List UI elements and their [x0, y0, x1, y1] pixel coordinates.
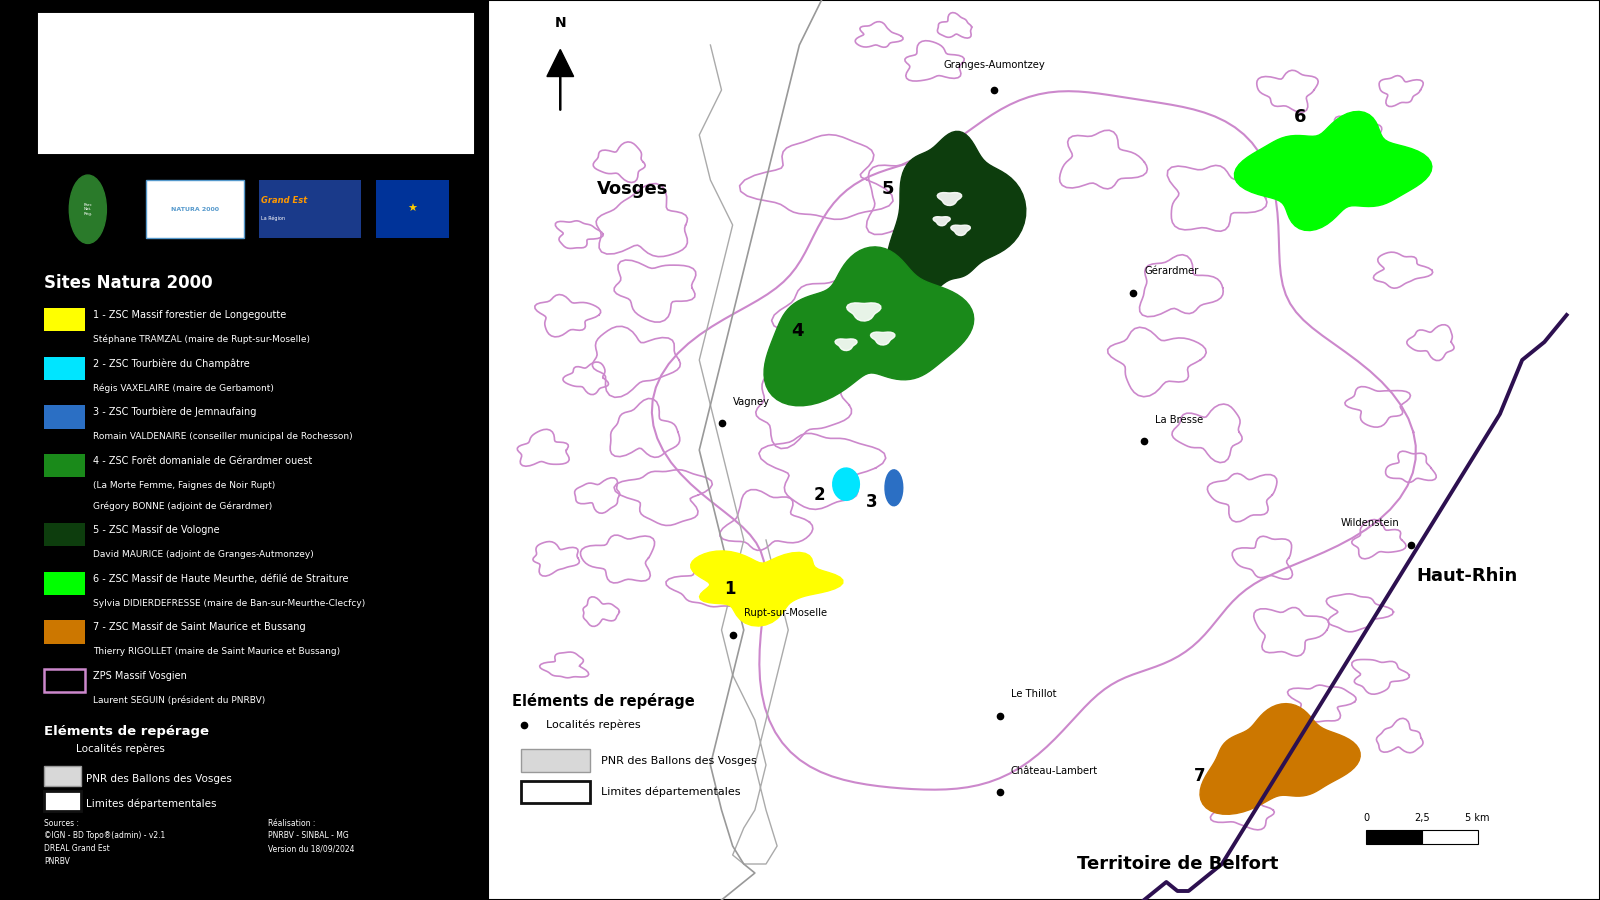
- Bar: [147, 180, 243, 238]
- Text: Sylvia DIDIERDEFRESSE (maire de Ban-sur-Meurthe-Clecfcy): Sylvia DIDIERDEFRESSE (maire de Ban-sur-…: [93, 598, 365, 608]
- Text: Limites départementales: Limites départementales: [602, 787, 741, 797]
- Text: Granges-Aumontzey: Granges-Aumontzey: [942, 60, 1045, 70]
- Polygon shape: [1235, 112, 1432, 230]
- Bar: [43, 405, 85, 428]
- Text: Réalisation :
PNRBV - SINBAL - MG
Version du 18/09/2024: Réalisation : PNRBV - SINBAL - MG Versio…: [269, 819, 355, 853]
- Bar: [43, 308, 85, 331]
- Polygon shape: [950, 225, 970, 236]
- Text: 5: 5: [882, 180, 894, 198]
- Bar: [522, 780, 590, 803]
- Text: ★: ★: [408, 204, 418, 214]
- Polygon shape: [691, 551, 843, 626]
- Text: 5 - ZSC Massif de Vologne: 5 - ZSC Massif de Vologne: [93, 525, 219, 535]
- Text: Eléments de repérage: Eléments de repérage: [43, 724, 210, 737]
- Bar: [1422, 830, 1478, 844]
- Polygon shape: [886, 131, 1026, 304]
- Text: Parc
Nat.
Rég.: Parc Nat. Rég.: [83, 202, 93, 215]
- Text: 2,5: 2,5: [1414, 813, 1430, 823]
- Polygon shape: [870, 332, 894, 345]
- Text: 3: 3: [866, 493, 877, 511]
- Text: Sites Natura 2000: Sites Natura 2000: [43, 274, 213, 292]
- Polygon shape: [933, 217, 950, 226]
- Text: Rupt-sur-Moselle: Rupt-sur-Moselle: [744, 608, 827, 618]
- Bar: [43, 523, 85, 546]
- Text: 6 - ZSC Massif de Haute Meurthe, défilé de Straiture: 6 - ZSC Massif de Haute Meurthe, défilé …: [93, 573, 349, 584]
- Bar: [43, 454, 85, 477]
- Bar: [43, 620, 85, 643]
- Text: David MAURICE (adjoint de Granges-Autmonzey): David MAURICE (adjoint de Granges-Autmon…: [93, 550, 314, 559]
- Text: Vagney: Vagney: [733, 397, 770, 407]
- Text: Laurent SEGUIN (président du PNRBV): Laurent SEGUIN (président du PNRBV): [93, 696, 266, 705]
- Polygon shape: [846, 303, 882, 321]
- Text: N: N: [555, 15, 566, 30]
- Polygon shape: [832, 468, 859, 500]
- Text: 1 - ZSC Massif forestier de Longegoutte: 1 - ZSC Massif forestier de Longegoutte: [93, 310, 286, 320]
- Polygon shape: [765, 247, 974, 406]
- Text: ZPS Massif Vosgien: ZPS Massif Vosgien: [93, 670, 187, 681]
- Text: (La Morte Femme, Faignes de Noir Rupt): (La Morte Femme, Faignes de Noir Rupt): [93, 481, 275, 490]
- Text: 7 - ZSC Massif de Saint Maurice et Bussang: 7 - ZSC Massif de Saint Maurice et Bussa…: [93, 622, 306, 633]
- Text: Localités repères: Localités repères: [75, 743, 165, 754]
- Text: 2 - ZSC Tourbière du Champâtre: 2 - ZSC Tourbière du Champâtre: [93, 358, 250, 369]
- FancyBboxPatch shape: [38, 14, 474, 153]
- Text: Territoire de Belfort: Territoire de Belfort: [1077, 855, 1278, 873]
- Text: Wildenstein: Wildenstein: [1341, 518, 1400, 528]
- Bar: [522, 749, 590, 772]
- Bar: [376, 180, 450, 238]
- Text: Grand Est: Grand Est: [261, 196, 307, 205]
- Polygon shape: [885, 470, 902, 506]
- Text: 4 - ZSC Forêt domaniale de Gérardmer ouest: 4 - ZSC Forêt domaniale de Gérardmer oue…: [93, 455, 312, 466]
- Text: Localisation des 7 Zones Spéciales de
Conservation par rapport à la Zone de
Prot: Localisation des 7 Zones Spéciales de Co…: [147, 56, 365, 110]
- Text: Limites départementales: Limites départementales: [86, 798, 216, 809]
- Text: 3 - ZSC Tourbière de Jemnaufaing: 3 - ZSC Tourbière de Jemnaufaing: [93, 407, 256, 418]
- Polygon shape: [938, 193, 962, 205]
- Text: Vosges: Vosges: [597, 180, 669, 198]
- Polygon shape: [547, 50, 574, 76]
- Text: 4: 4: [790, 322, 803, 340]
- Text: Château-Lambert: Château-Lambert: [1011, 766, 1098, 776]
- Text: 1: 1: [725, 580, 736, 598]
- Text: La Région: La Région: [261, 215, 285, 220]
- Text: Sources :
©IGN - BD Topo®(admin) - v2.1
DREAL Grand Est
PNRBV: Sources : ©IGN - BD Topo®(admin) - v2.1 …: [43, 819, 165, 866]
- Bar: [43, 791, 82, 811]
- Text: Le Thillot: Le Thillot: [1011, 689, 1056, 699]
- Bar: [259, 180, 362, 238]
- Text: 7: 7: [1194, 767, 1205, 785]
- Polygon shape: [835, 339, 858, 351]
- Text: La Bresse: La Bresse: [1155, 415, 1203, 425]
- Text: 0: 0: [1363, 813, 1370, 823]
- Text: Grégory BONNE (adjoint de Gérardmer): Grégory BONNE (adjoint de Gérardmer): [93, 501, 272, 510]
- Text: Haut-Rhin: Haut-Rhin: [1416, 567, 1517, 585]
- Text: NATURA 2000: NATURA 2000: [171, 207, 219, 211]
- Text: Eléments de repérage: Eléments de repérage: [512, 693, 696, 709]
- Text: 2: 2: [813, 486, 826, 504]
- Bar: [43, 669, 85, 692]
- Text: Localités repères: Localités repères: [546, 719, 640, 730]
- Text: 5 km: 5 km: [1466, 813, 1490, 823]
- Bar: [43, 356, 85, 380]
- Bar: [43, 572, 85, 595]
- Text: Régis VAXELAIRE (maire de Gerbamont): Régis VAXELAIRE (maire de Gerbamont): [93, 383, 274, 392]
- Text: Thierry RIGOLLET (maire de Saint Maurice et Bussang): Thierry RIGOLLET (maire de Saint Maurice…: [93, 647, 339, 656]
- Text: PNR des Ballons des Vosges: PNR des Ballons des Vosges: [602, 755, 757, 766]
- Text: Stéphane TRAMZAL (maire de Rupt-sur-Moselle): Stéphane TRAMZAL (maire de Rupt-sur-Mose…: [93, 335, 310, 344]
- Polygon shape: [1200, 704, 1360, 815]
- Bar: [43, 766, 82, 786]
- Text: Gérardmer: Gérardmer: [1144, 266, 1198, 276]
- Text: Romain VALDENAIRE (conseiller municipal de Rochesson): Romain VALDENAIRE (conseiller municipal …: [93, 432, 352, 441]
- Bar: [1366, 830, 1422, 844]
- Circle shape: [69, 175, 106, 243]
- Text: PNR des Ballons des Vosges: PNR des Ballons des Vosges: [86, 773, 232, 784]
- Text: 6: 6: [1293, 108, 1306, 126]
